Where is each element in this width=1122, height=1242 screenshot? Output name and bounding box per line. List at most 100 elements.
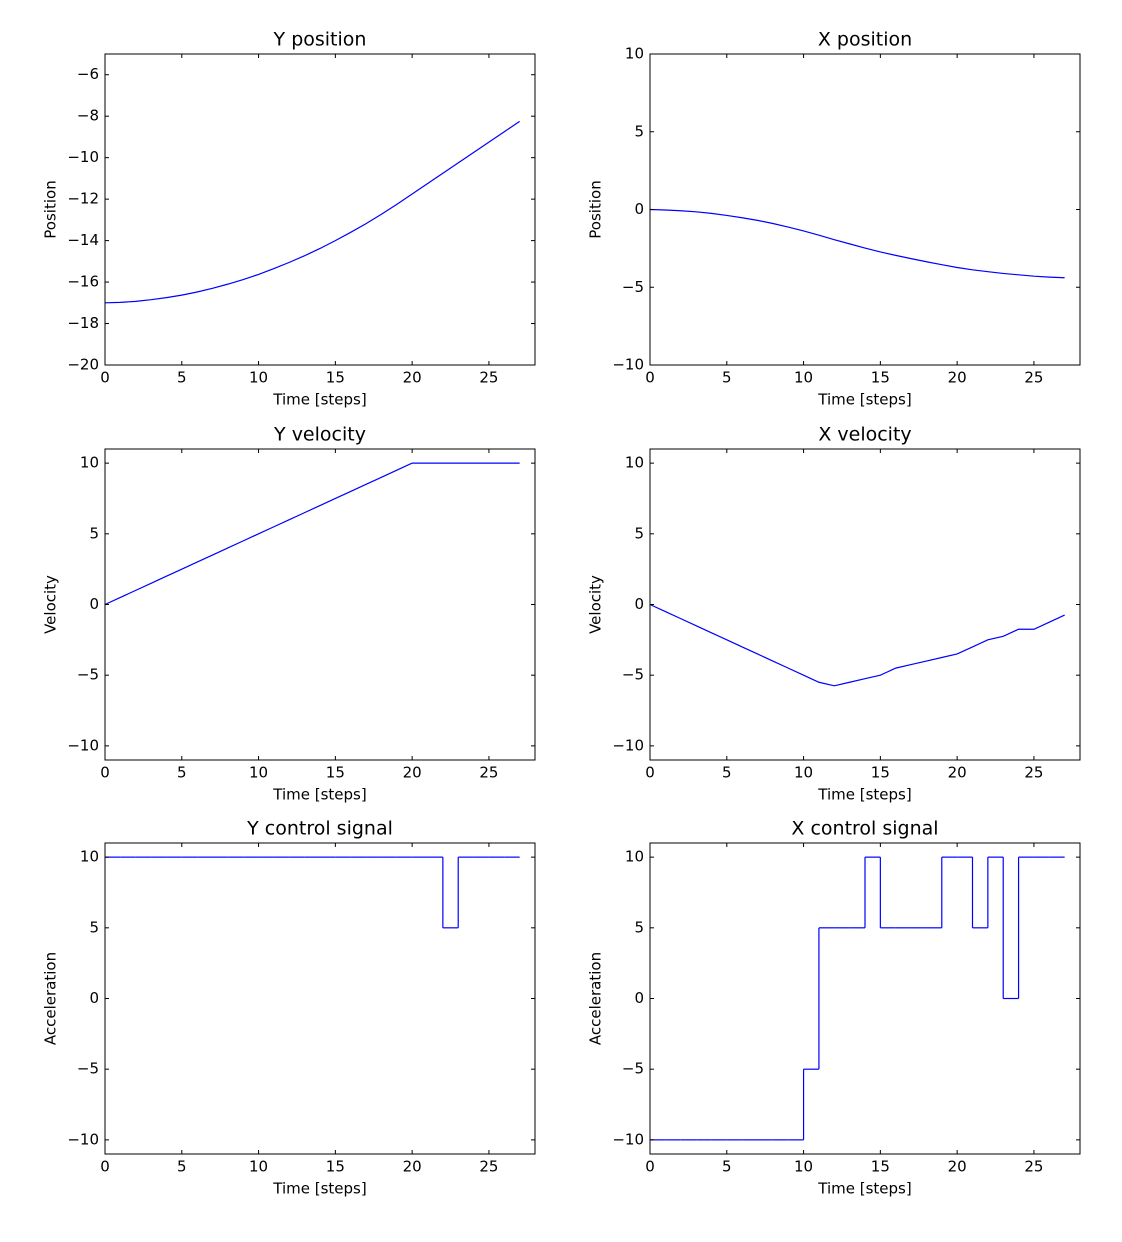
x-tick-label: 0 (645, 1158, 655, 1176)
y-tick-label: −5 (622, 278, 644, 296)
x-tick-label: 25 (1024, 369, 1043, 387)
x-tick-label: 0 (100, 1158, 110, 1176)
y-tick-label: −10 (67, 148, 99, 166)
data-line (104, 120, 520, 304)
x-tick-label: 5 (177, 1158, 187, 1176)
x-tick-label: 20 (403, 369, 422, 387)
y-tick-label: 5 (634, 524, 644, 542)
y-tick-label: 10 (80, 848, 99, 866)
x-tick-label: 10 (794, 1158, 813, 1176)
y-tick-label: 10 (625, 454, 644, 472)
y-axis-label: Acceleration (587, 952, 605, 1045)
y-tick-label: −5 (77, 1060, 99, 1078)
x-tick-label: 5 (177, 369, 187, 387)
x-tick-label: 25 (1024, 1158, 1043, 1176)
y-tick-label: −20 (67, 356, 99, 374)
y-axis-label: Velocity (42, 575, 60, 634)
x-axis-label: Time [steps] (272, 786, 366, 804)
data-line (649, 208, 1065, 279)
subplot-title: X position (818, 29, 912, 51)
x-tick-label: 25 (1024, 764, 1043, 782)
x-axis-label: Time [steps] (817, 1180, 911, 1198)
y-axis-label: Position (42, 180, 60, 238)
x-tick-label: 20 (403, 764, 422, 782)
x-tick-label: 15 (871, 764, 890, 782)
y-tick-label: −14 (67, 231, 99, 249)
x-axis-label: Time [steps] (817, 786, 911, 804)
y-tick-label: 10 (625, 45, 644, 63)
y-tick-label: −10 (67, 736, 99, 754)
y-axis-label: Position (587, 180, 605, 238)
axes-frame (104, 53, 536, 366)
axes-frame (649, 53, 1081, 366)
x-tick-label: 10 (249, 764, 268, 782)
y-tick-label: −6 (77, 65, 99, 83)
x-tick-label: 10 (249, 369, 268, 387)
x-tick-label: 20 (403, 1158, 422, 1176)
y-tick-label: 0 (634, 595, 644, 613)
y-tick-label: −12 (67, 190, 99, 208)
subplot-title: X control signal (791, 818, 938, 840)
data-line (104, 462, 520, 606)
axes-frame (649, 448, 1081, 761)
y-tick-label: 10 (80, 454, 99, 472)
subplot-title: Y control signal (246, 818, 393, 840)
x-tick-label: 5 (722, 764, 732, 782)
x-tick-label: 15 (871, 369, 890, 387)
subplot: 0 5 10 15 20 25 −10 −5 0 5 10 X position Time [steps… (587, 29, 1081, 409)
x-tick-label: 10 (794, 764, 813, 782)
y-tick-label: −5 (622, 1060, 644, 1078)
data-line (649, 603, 1065, 687)
y-tick-label: 5 (634, 918, 644, 936)
x-tick-label: 20 (948, 764, 967, 782)
y-tick-label: −10 (67, 1130, 99, 1148)
y-tick-label: 0 (634, 989, 644, 1007)
x-tick-label: 0 (645, 764, 655, 782)
y-tick-label: −10 (612, 356, 644, 374)
y-tick-label: 5 (89, 918, 99, 936)
y-tick-label: 5 (89, 524, 99, 542)
y-tick-label: 0 (89, 989, 99, 1007)
axes-frame (104, 842, 536, 1155)
y-tick-label: −8 (77, 107, 99, 125)
subplot: 0 5 10 15 20 25 −10 −5 0 5 10 Y velocity Time [steps… (42, 424, 536, 804)
subplot-title: Y position (273, 29, 367, 51)
x-tick-label: 0 (100, 369, 110, 387)
x-tick-label: 10 (249, 1158, 268, 1176)
subplot: 0 5 10 15 20 25 −10 −5 0 5 10 X control signal Time … (587, 818, 1081, 1198)
x-tick-label: 20 (948, 369, 967, 387)
subplot-title: X velocity (818, 424, 911, 446)
y-axis-label: Acceleration (42, 952, 60, 1045)
x-tick-label: 15 (326, 764, 345, 782)
x-tick-label: 15 (871, 1158, 890, 1176)
y-tick-label: 0 (89, 595, 99, 613)
subplot: 0 5 10 15 20 25 −10 −5 0 5 10 X velocity Time [steps… (587, 424, 1081, 804)
axes-frame (104, 448, 536, 761)
x-tick-label: 0 (100, 764, 110, 782)
y-tick-label: 0 (634, 200, 644, 218)
x-tick-label: 15 (326, 1158, 345, 1176)
subplot: 0 5 10 15 20 25 −10 −5 0 5 10 Y control signal Time … (42, 818, 536, 1198)
y-tick-label: −16 (67, 273, 99, 291)
x-tick-label: 5 (722, 1158, 732, 1176)
y-tick-label: −18 (67, 314, 99, 332)
x-axis-label: Time [steps] (272, 1180, 366, 1198)
x-tick-label: 10 (794, 369, 813, 387)
x-tick-label: 25 (479, 764, 498, 782)
y-tick-label: −10 (612, 1130, 644, 1148)
x-axis-label: Time [steps] (817, 391, 911, 409)
y-tick-label: −5 (77, 666, 99, 684)
y-tick-label: −10 (612, 736, 644, 754)
x-tick-label: 5 (722, 369, 732, 387)
y-tick-label: 5 (634, 122, 644, 140)
x-tick-label: 0 (645, 369, 655, 387)
subplot: 0 5 10 15 20 25 −20 −18 −16 −14 −12 −10 −8 −6 Y positi… (42, 29, 536, 409)
x-tick-label: 25 (479, 369, 498, 387)
subplot-title: Y velocity (273, 424, 366, 446)
x-axis-label: Time [steps] (272, 391, 366, 409)
x-tick-label: 5 (177, 764, 187, 782)
y-tick-label: 10 (625, 848, 644, 866)
x-tick-label: 20 (948, 1158, 967, 1176)
x-tick-label: 25 (479, 1158, 498, 1176)
